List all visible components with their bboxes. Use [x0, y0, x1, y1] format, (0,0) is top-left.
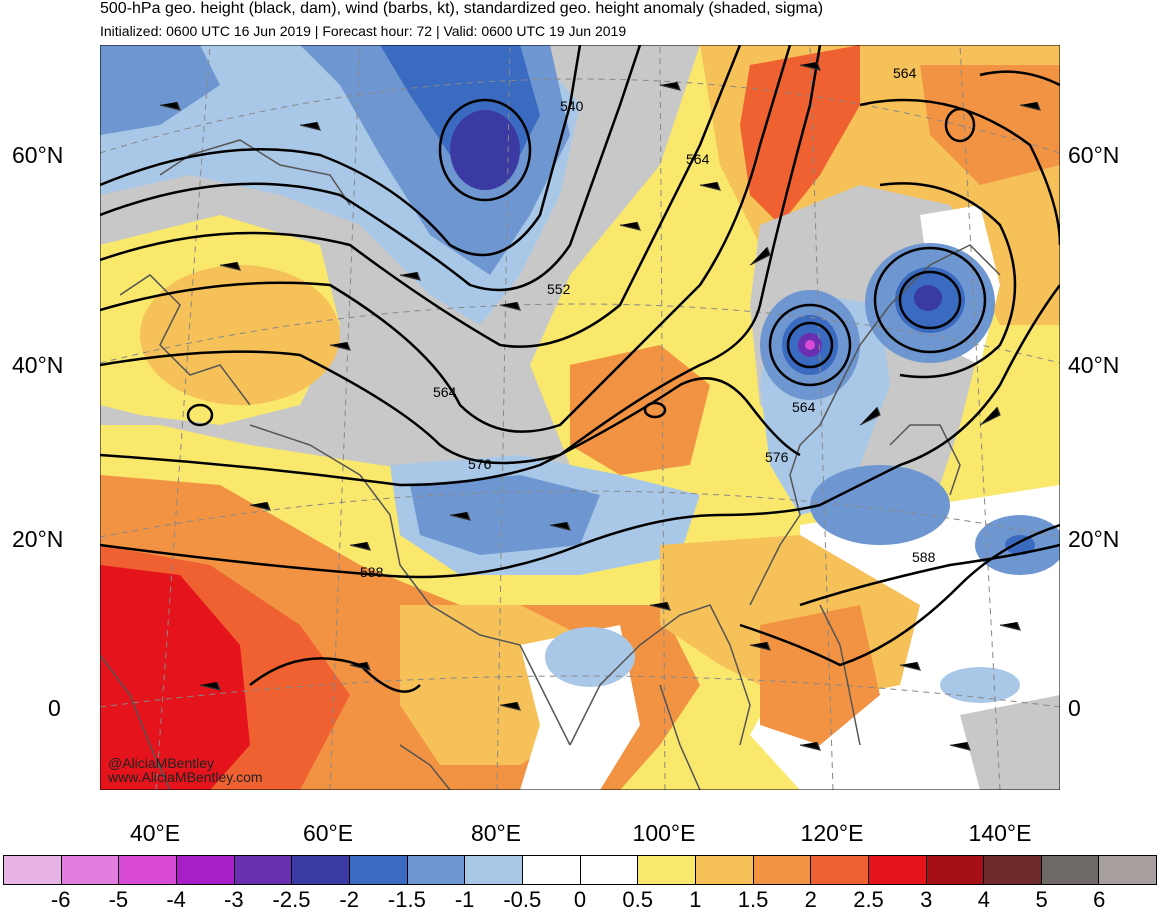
contour-label: 564 [893, 65, 917, 81]
colorbar-swatch [292, 856, 350, 884]
weather-map: 540 552 564 564 564 564 576 576 588 588 [100, 45, 1060, 790]
colorbar-label: -3 [224, 887, 244, 912]
lon-label: 60°E [302, 820, 354, 846]
colorbar-label: 5 [1035, 887, 1048, 912]
colorbar-swatch [522, 856, 581, 884]
contour-label: 564 [433, 384, 457, 400]
lon-label: 80°E [470, 820, 522, 846]
colorbar-label: -1.5 [387, 887, 426, 912]
colorbar-swatch [465, 856, 523, 884]
chart-title: 500-hPa geo. height (black, dam), wind (… [100, 0, 824, 17]
anomaly-region-far-east-orange [920, 65, 1060, 185]
colorbar-label: -1 [454, 887, 475, 912]
colorbar-label: 4 [977, 887, 991, 912]
colorbar-swatch [4, 856, 62, 884]
contour-label: 552 [547, 281, 571, 297]
colorbar-label: -5 [108, 887, 129, 912]
anomaly-region-southeast-gray [960, 695, 1060, 790]
colorbar-swatch [119, 856, 177, 884]
colorbar-swatch [1041, 856, 1100, 884]
colorbar-swatch [811, 856, 869, 884]
colorbar-swatch [176, 856, 235, 884]
lat-label-left: 0 [48, 695, 61, 721]
lon-label: 120°E [800, 820, 864, 846]
lat-label-right: 0 [1068, 695, 1081, 721]
colorbar [3, 855, 1157, 885]
lat-label-right: 60°N [1068, 142, 1120, 168]
colorbar-label: 3 [920, 887, 933, 912]
chart-subtitle: Initialized: 0600 UTC 16 Jun 2019 | Fore… [100, 23, 627, 39]
colorbar-swatch [868, 856, 927, 884]
colorbar-swatch [638, 856, 696, 884]
contour-label: 588 [912, 549, 936, 565]
lon-label: 100°E [632, 820, 696, 846]
anomaly-region-bay-blue [545, 627, 635, 687]
lat-label-left: 40°N [12, 352, 64, 378]
wind-barbs [159, 61, 1041, 751]
lat-label-left: 60°N [12, 142, 64, 168]
contour-label: 576 [765, 449, 789, 465]
colorbar-label: 2 [804, 887, 817, 912]
colorbar-swatch [695, 856, 754, 884]
contour-label: 540 [560, 98, 584, 114]
colorbar-label: -2 [339, 887, 359, 912]
anomaly-core-low-korea-center [805, 340, 815, 350]
colorbar-label: -2.5 [272, 887, 311, 912]
colorbar-swatch [1099, 856, 1157, 884]
colorbar-swatch [234, 856, 293, 884]
lat-label-right: 20°N [1068, 526, 1120, 552]
anomaly-core-low-manchuria [914, 285, 942, 311]
lat-label-left: 20°N [12, 526, 64, 552]
lon-label: 40°E [129, 820, 181, 846]
colorbar-swatch [349, 856, 408, 884]
lat-label-right: 40°N [1068, 352, 1120, 378]
coastlines [100, 139, 1001, 790]
colorbar-label: 2.5 [853, 887, 884, 912]
colorbar-label: 0 [573, 887, 587, 912]
colorbar-swatch [926, 856, 985, 884]
credit-site: www.AliciaMBentley.com [108, 769, 263, 785]
colorbar-swatch [753, 856, 812, 884]
colorbar-swatch [580, 856, 639, 884]
colorbar-swatch [61, 856, 120, 884]
lon-label: 140°E [968, 820, 1032, 846]
anomaly-region-northeast-red [740, 45, 860, 225]
colorbar-label: -4 [166, 887, 186, 912]
credit-handle: @AliciaMBentley [108, 755, 215, 771]
contour-label: 576 [468, 456, 492, 472]
anomaly-region-central-midblue [410, 475, 600, 555]
contour-label: 564 [792, 399, 816, 415]
colorbar-swatch [407, 856, 466, 884]
anomaly-region-europe-orange [140, 265, 340, 405]
colorbar-label: -0.5 [503, 887, 542, 912]
anomaly-region-kamchatka-blue [100, 45, 220, 135]
colorbar-label: 0.5 [622, 887, 653, 912]
anomaly-region-southwest-deepred [100, 565, 250, 790]
anomaly-region-philippines-orange [760, 605, 880, 745]
height-contours [100, 45, 1060, 693]
anomaly-region-east-lightblue [940, 667, 1020, 703]
anomaly-core-low-north [450, 110, 520, 190]
contour-label: 588 [360, 564, 384, 580]
contour-label: 564 [686, 151, 710, 167]
anomaly-region-pacific-core [1005, 535, 1035, 555]
anomaly-region-japan-blue [810, 465, 950, 545]
colorbar-label: -6 [50, 887, 71, 912]
colorbar-label: 1 [689, 887, 702, 912]
colorbar-label: 1.5 [737, 887, 769, 912]
colorbar-label: 6 [1093, 887, 1106, 912]
colorbar-swatch [984, 856, 1042, 884]
closed-low-contours [186, 98, 987, 427]
